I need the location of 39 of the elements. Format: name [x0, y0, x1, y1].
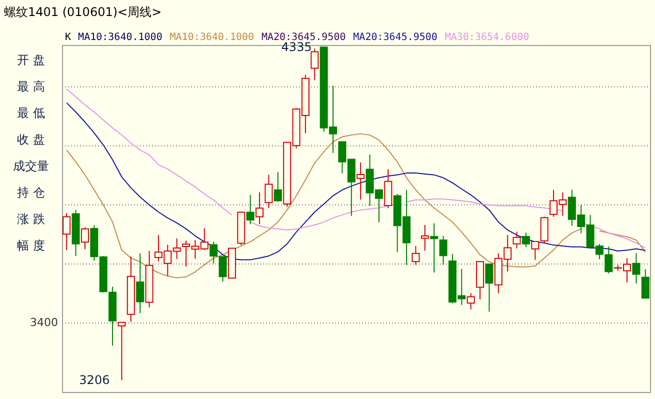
candlestick: [62, 212, 71, 251]
text: 成交量: [13, 159, 49, 173]
candlestick: [430, 222, 438, 273]
candlestick: [118, 322, 126, 381]
text: 持 仓: [17, 186, 45, 200]
text: 幅 度: [17, 238, 45, 252]
candlestick: [256, 192, 264, 225]
text: K: [65, 32, 72, 43]
text: 涨 跌: [17, 212, 45, 226]
candlestick: [512, 231, 521, 249]
text: MA20:3645.9500: [261, 32, 346, 43]
candlestick: [632, 252, 640, 284]
candlestick: [264, 174, 273, 209]
candlestick: [439, 235, 448, 266]
candlestick: [604, 246, 613, 274]
candlestick: [485, 263, 494, 312]
text: MA30:3654.6000: [444, 32, 530, 43]
text: MA10:3640.1000: [78, 32, 162, 43]
text: 开 盘: [17, 53, 45, 67]
candlestick: [412, 245, 420, 266]
text: 最 高: [17, 80, 45, 94]
candlestick: [246, 194, 254, 225]
text: 最 低: [17, 106, 45, 120]
chart-title: 螺纹1401 (010601)<周线>: [4, 5, 162, 19]
candlestick: [466, 292, 475, 310]
candlestick: [420, 224, 429, 252]
candlestick: [274, 172, 282, 202]
candlestick: [522, 232, 530, 248]
ref-line-label: 3400: [30, 316, 58, 329]
text: MA10:3640.1000: [170, 32, 254, 43]
text: 收 盘: [17, 132, 45, 146]
annotation: 3206: [79, 373, 110, 388]
candlestick: [310, 48, 319, 81]
annotation: 4335: [281, 40, 312, 54]
candlestick: [356, 162, 365, 200]
candlestick: [136, 252, 144, 314]
text: MA20:3645.9500: [353, 32, 438, 43]
candlestick: [641, 268, 650, 299]
candlestick: [80, 226, 89, 250]
